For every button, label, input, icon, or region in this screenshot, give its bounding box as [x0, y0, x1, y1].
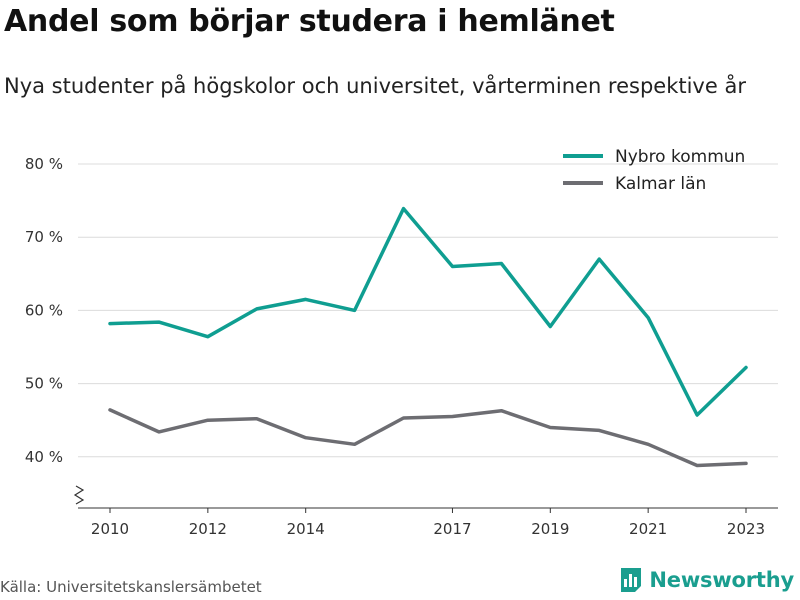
x-tick-label: 2010: [91, 520, 129, 538]
legend-label: Kalmar län: [615, 174, 706, 194]
brand-name: Newsworthy: [649, 568, 794, 592]
y-tick-label: 80 %: [25, 155, 63, 173]
x-tick-label: 2023: [727, 520, 765, 538]
legend: Nybro kommun Kalmar län: [563, 147, 745, 194]
series-line: [108, 206, 748, 417]
y-tick-label: 60 %: [25, 301, 63, 319]
source-note: Källa: Universitetskanslersämbetet: [0, 578, 262, 596]
chart-title: Andel som börjar studera i hemlänet: [4, 4, 615, 39]
x-tick-label: 2017: [433, 520, 471, 538]
x-tick-label: 2012: [189, 520, 227, 538]
series-line: [108, 408, 748, 468]
y-axis-break-icon: [73, 485, 85, 505]
axes: 40 % 50 % 60 % 70 % 80 % 2010 2012 2014 2017 2019…: [25, 155, 778, 538]
y-tick-label: 40 %: [25, 448, 63, 466]
chart-subtitle: Nya studenter på högskolor och universit…: [4, 74, 746, 98]
x-tick-label: 2021: [629, 520, 667, 538]
x-tick-label: 2019: [531, 520, 569, 538]
legend-label: Nybro kommun: [615, 147, 745, 167]
grid-lines: [78, 163, 778, 458]
y-tick-label: 50 %: [25, 375, 63, 393]
y-tick-label: 70 %: [25, 228, 63, 246]
bar-chart-logo-icon: [621, 568, 642, 592]
x-tick-label: 2014: [287, 520, 325, 538]
series-lines: [108, 206, 748, 468]
brand: Newsworthy: [619, 567, 794, 593]
